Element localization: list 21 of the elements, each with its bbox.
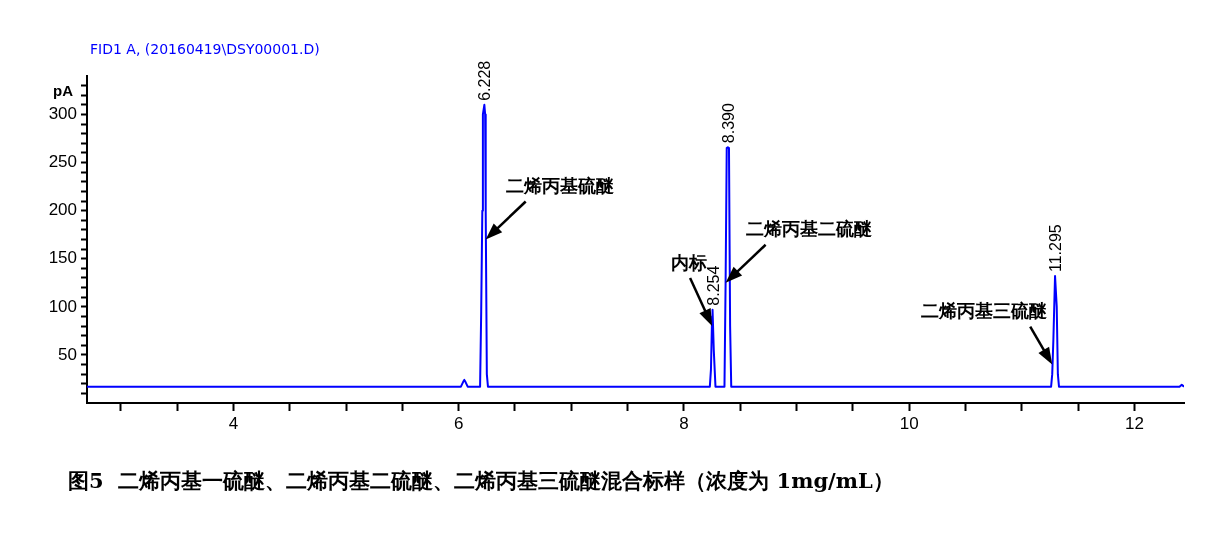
annotation: 8.390	[719, 103, 737, 144]
annotation: 二烯丙基三硫醚	[921, 300, 1049, 322]
y-tick-label: 200	[48, 200, 77, 220]
y-tick-label: 50	[58, 344, 77, 364]
x-tick-label: 4	[228, 413, 239, 433]
chart-title: FID1 A, (20160419\DSY00001.D)	[90, 41, 320, 57]
y-tick-label: 300	[48, 104, 77, 124]
annotation: 二烯丙基硫醚	[505, 175, 615, 197]
x-tick-label: 10	[899, 413, 919, 433]
y-axis-title: pA	[53, 82, 74, 99]
x-tick-label: 8	[679, 413, 689, 433]
annotation: 内标	[671, 251, 708, 273]
annotation: 11.295	[1047, 224, 1065, 273]
y-tick-label: 250	[48, 152, 77, 172]
y-tick-label: 100	[48, 296, 77, 316]
x-tick-label: 6	[453, 413, 464, 433]
annotation: 二烯丙基二硫醚	[745, 218, 873, 240]
annotation: 6.228	[476, 60, 494, 101]
x-tick-label: 12	[1124, 413, 1144, 433]
y-tick-label: 150	[48, 248, 77, 268]
caption: 图5 二烯丙基一硫醚、二烯丙基二硫醚、二烯丙基三硫醚混合标样（浓度为 1mg/mL）	[68, 468, 894, 493]
